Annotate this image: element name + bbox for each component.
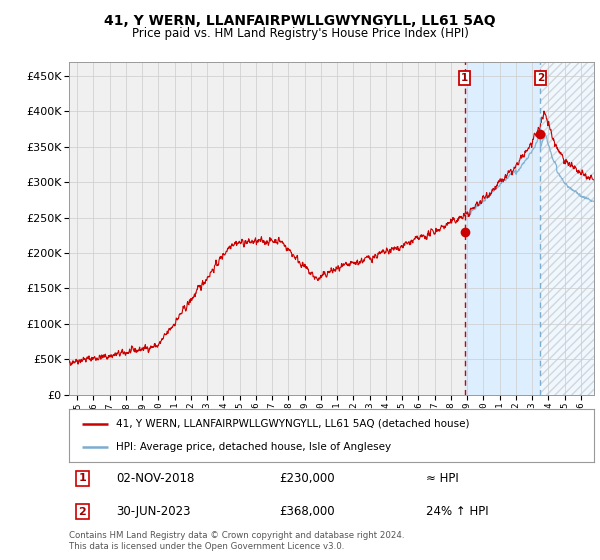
Text: 02-NOV-2018: 02-NOV-2018 xyxy=(116,472,194,485)
Text: ≈ HPI: ≈ HPI xyxy=(426,472,459,485)
Text: 1: 1 xyxy=(461,73,468,83)
Text: £368,000: £368,000 xyxy=(279,505,335,519)
Bar xyxy=(464,62,594,395)
Text: 24% ↑ HPI: 24% ↑ HPI xyxy=(426,505,488,519)
Text: 2: 2 xyxy=(79,507,86,517)
Text: 41, Y WERN, LLANFAIRPWLLGWYNGYLL, LL61 5AQ: 41, Y WERN, LLANFAIRPWLLGWYNGYLL, LL61 5… xyxy=(104,14,496,28)
Text: 1: 1 xyxy=(79,473,86,483)
Text: £230,000: £230,000 xyxy=(279,472,335,485)
Text: HPI: Average price, detached house, Isle of Anglesey: HPI: Average price, detached house, Isle… xyxy=(116,442,391,452)
Text: 41, Y WERN, LLANFAIRPWLLGWYNGYLL, LL61 5AQ (detached house): 41, Y WERN, LLANFAIRPWLLGWYNGYLL, LL61 5… xyxy=(116,419,470,429)
Text: 30-JUN-2023: 30-JUN-2023 xyxy=(116,505,191,519)
Text: Price paid vs. HM Land Registry's House Price Index (HPI): Price paid vs. HM Land Registry's House … xyxy=(131,27,469,40)
Bar xyxy=(541,62,594,395)
Text: Contains HM Land Registry data © Crown copyright and database right 2024.: Contains HM Land Registry data © Crown c… xyxy=(69,531,404,540)
Text: This data is licensed under the Open Government Licence v3.0.: This data is licensed under the Open Gov… xyxy=(69,542,344,550)
Text: 2: 2 xyxy=(537,73,544,83)
